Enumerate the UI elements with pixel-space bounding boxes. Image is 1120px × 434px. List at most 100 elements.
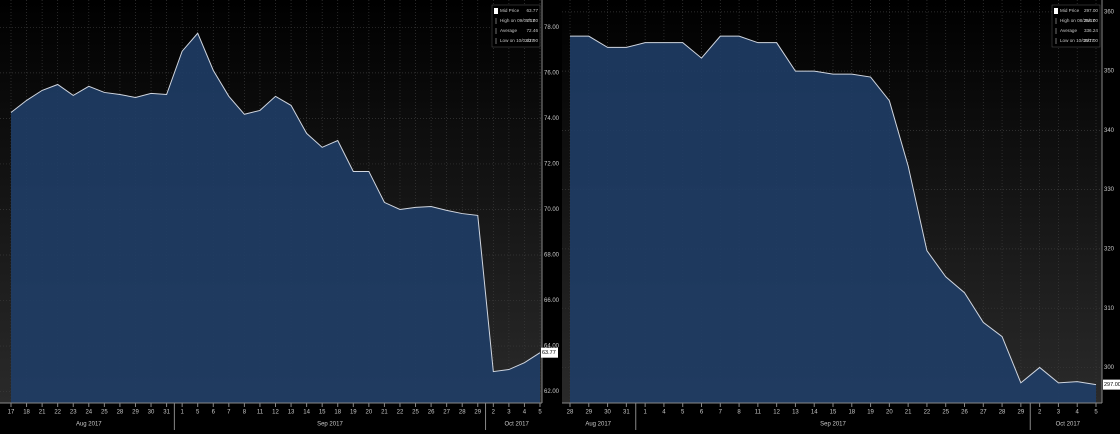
- x-tick-label: 18: [23, 410, 30, 416]
- x-tick-label: 28: [117, 410, 124, 416]
- price-tag: [541, 347, 558, 358]
- y-tick-label: 66.00: [544, 298, 560, 304]
- legend-label: Low on 10/02/17: [500, 38, 534, 43]
- legend-value: 297.00: [1084, 38, 1098, 43]
- price-area: [11, 33, 540, 403]
- x-tick-label: 30: [604, 410, 611, 416]
- legend-label: Average: [1060, 28, 1077, 33]
- legend-box: [491, 4, 541, 48]
- x-tick-label: 27: [980, 410, 987, 416]
- y-tick-label: 350: [1104, 69, 1115, 75]
- x-tick-label: 20: [886, 410, 893, 416]
- x-tick-label: 20: [366, 410, 373, 416]
- x-tick-label: 29: [585, 410, 592, 416]
- x-tick-label: 29: [132, 410, 139, 416]
- legend-box: [1051, 4, 1101, 48]
- x-tick-label: 30: [148, 410, 155, 416]
- x-tick-label: 28: [567, 410, 574, 416]
- y-tick-label: 78.00: [544, 25, 560, 31]
- price-tag-label: 297.00: [1104, 382, 1120, 388]
- x-tick-label: 21: [381, 410, 388, 416]
- x-tick-label: 2: [1038, 410, 1042, 416]
- x-tick-label: 18: [848, 410, 855, 416]
- x-tick-label: 8: [243, 410, 247, 416]
- y-tick-label: 64.00: [544, 344, 560, 350]
- x-tick-label: 6: [212, 410, 216, 416]
- legend-value: 336.24: [1084, 28, 1098, 33]
- price-area: [570, 36, 1096, 404]
- x-tick-label: 12: [773, 410, 780, 416]
- price-line: [10, 32, 541, 373]
- legend-value: 63.77: [527, 8, 539, 13]
- legend-value: 297.00: [1084, 8, 1098, 13]
- legend-label: Low on 10/05/17: [1060, 38, 1094, 43]
- x-tick-label: 26: [961, 410, 968, 416]
- x-tick-label: 4: [523, 410, 527, 416]
- x-tick-label: 7: [227, 410, 231, 416]
- x-tick-label: 21: [39, 410, 46, 416]
- legend-label: Mid Price: [500, 8, 520, 13]
- y-tick-label: 62.00: [544, 389, 560, 395]
- x-tick-label: 26: [428, 410, 435, 416]
- legend-label: Average: [500, 28, 517, 33]
- x-tick-label: 1: [643, 410, 647, 416]
- y-tick-label: 330: [1104, 187, 1115, 193]
- x-tick-label: 7: [719, 410, 723, 416]
- x-tick-label: 14: [303, 410, 310, 416]
- x-tick-label: 25: [942, 410, 949, 416]
- x-tick-label: 3: [1057, 410, 1061, 416]
- x-tick-label: 5: [196, 410, 200, 416]
- chart-panel: 62.00 64.00 66.00 68.00 70.00 72.00 74.00 76.00…: [0, 0, 560, 430]
- legend-value: 77.80: [527, 18, 539, 23]
- x-tick-label: 27: [443, 410, 450, 416]
- legend-swatch: [494, 8, 498, 14]
- x-tick-label: 14: [811, 410, 818, 416]
- month-label: Sep 2017: [317, 422, 343, 428]
- x-tick-label: 5: [538, 410, 542, 416]
- x-tick-label: 5: [1094, 410, 1098, 416]
- month-label: Oct 2017: [504, 422, 529, 428]
- x-tick-label: 11: [755, 410, 762, 416]
- x-tick-label: 29: [474, 410, 481, 416]
- x-tick-label: 19: [867, 410, 874, 416]
- x-tick-label: 24: [85, 410, 92, 416]
- y-tick-label: 76.00: [544, 70, 560, 76]
- x-tick-label: 25: [101, 410, 108, 416]
- y-tick-label: 72.00: [544, 162, 560, 168]
- x-tick-label: 13: [792, 410, 799, 416]
- x-tick-label: 5: [681, 410, 685, 416]
- x-tick-label: 6: [700, 410, 704, 416]
- month-label: Aug 2017: [76, 422, 102, 428]
- month-label: Aug 2017: [585, 422, 611, 428]
- legend-swatch: [1054, 8, 1058, 14]
- x-tick-label: 11: [257, 410, 264, 416]
- y-tick-label: 300: [1104, 365, 1115, 371]
- x-tick-label: 25: [412, 410, 419, 416]
- x-tick-label: 23: [70, 410, 77, 416]
- x-tick-label: 2: [492, 410, 496, 416]
- legend-label: High on 09/05/17: [500, 18, 535, 23]
- y-tick-label: 74.00: [544, 116, 560, 122]
- x-tick-label: 29: [1018, 410, 1025, 416]
- y-tick-label: 320: [1104, 246, 1115, 252]
- x-tick-label: 18: [334, 410, 341, 416]
- x-tick-label: 21: [905, 410, 912, 416]
- x-tick-label: 4: [662, 410, 666, 416]
- x-tick-label: 22: [54, 410, 61, 416]
- x-tick-label: 22: [924, 410, 931, 416]
- price-line: [570, 35, 1097, 386]
- x-tick-label: 8: [737, 410, 741, 416]
- x-tick-label: 31: [623, 410, 630, 416]
- legend-value: 356.00: [1084, 18, 1098, 23]
- x-tick-label: 3: [507, 410, 511, 416]
- y-tick-label: 340: [1104, 128, 1115, 134]
- x-tick-label: 19: [350, 410, 357, 416]
- x-tick-label: 17: [8, 410, 15, 416]
- x-tick-label: 12: [272, 410, 279, 416]
- legend-value: 72.46: [527, 28, 539, 33]
- x-tick-label: 1: [180, 410, 184, 416]
- price-tag-label: 63.77: [542, 350, 556, 356]
- x-tick-label: 15: [830, 410, 837, 416]
- x-tick-label: 22: [397, 410, 404, 416]
